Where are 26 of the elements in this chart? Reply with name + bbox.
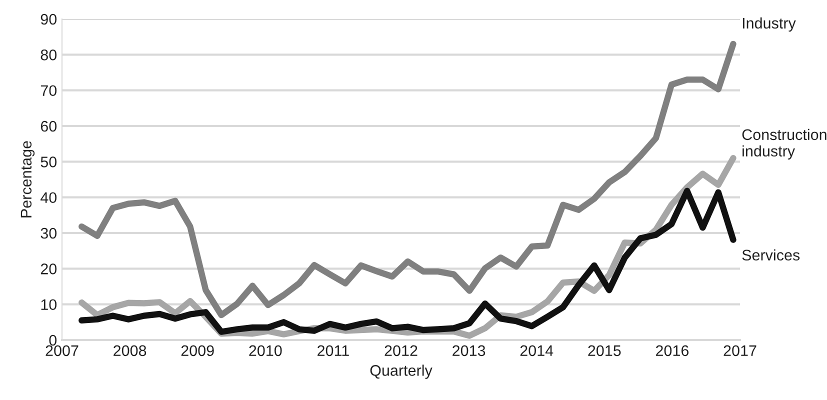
x-tick-label: 2007	[46, 345, 78, 356]
x-axis-title: Quarterly	[370, 364, 432, 379]
x-tick-label: 2016	[656, 345, 689, 356]
y-axis-title: Percentage	[20, 141, 35, 218]
y-tick-label: 70	[40, 85, 57, 96]
x-tick-label: 2014	[520, 345, 554, 356]
y-tick-label: 50	[40, 156, 57, 168]
x-tick-label: 2017	[724, 345, 756, 356]
series-label: Industry	[742, 17, 796, 32]
x-tick-label: 2009	[181, 345, 214, 356]
y-tick-label: 20	[40, 264, 57, 274]
y-tick-label: 30	[40, 228, 57, 239]
y-tick-label: 80	[40, 50, 57, 60]
x-tick-label: 2011	[318, 345, 349, 356]
x-tick-label: 2008	[114, 345, 146, 356]
series-label: Services	[742, 249, 800, 261]
x-tick-label: 2010	[249, 345, 282, 356]
y-tick-label: 10	[41, 299, 57, 310]
x-tick-label: 2013	[452, 345, 486, 356]
y-tick-label: 0	[49, 334, 57, 346]
y-tick-label: 60	[40, 120, 57, 132]
series-label: Construction industry	[742, 128, 826, 160]
x-tick-label: 2015	[588, 345, 621, 356]
y-tick-label: 40	[40, 192, 57, 204]
x-tick-label: 2012	[384, 345, 418, 356]
y-tick-label: 90	[40, 14, 57, 25]
